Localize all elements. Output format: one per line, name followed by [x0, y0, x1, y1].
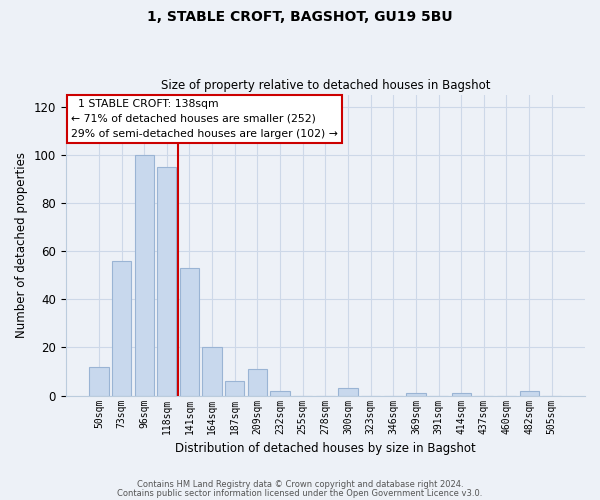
Bar — [89, 366, 109, 396]
Bar — [225, 381, 244, 396]
Text: 1 STABLE CROFT: 138sqm  
← 71% of detached houses are smaller (252)
29% of semi-: 1 STABLE CROFT: 138sqm ← 71% of detached… — [71, 99, 338, 138]
Text: Contains HM Land Registry data © Crown copyright and database right 2024.: Contains HM Land Registry data © Crown c… — [137, 480, 463, 489]
Y-axis label: Number of detached properties: Number of detached properties — [15, 152, 28, 338]
Bar — [180, 268, 199, 396]
Bar — [338, 388, 358, 396]
Bar — [452, 393, 471, 396]
Bar — [271, 391, 290, 396]
Bar — [406, 393, 425, 396]
Bar — [112, 261, 131, 396]
Bar — [202, 348, 222, 396]
Title: Size of property relative to detached houses in Bagshot: Size of property relative to detached ho… — [161, 79, 490, 92]
Bar — [248, 369, 267, 396]
Bar — [134, 155, 154, 396]
Text: Contains public sector information licensed under the Open Government Licence v3: Contains public sector information licen… — [118, 489, 482, 498]
Bar — [157, 167, 176, 396]
Text: 1, STABLE CROFT, BAGSHOT, GU19 5BU: 1, STABLE CROFT, BAGSHOT, GU19 5BU — [147, 10, 453, 24]
X-axis label: Distribution of detached houses by size in Bagshot: Distribution of detached houses by size … — [175, 442, 476, 455]
Bar — [520, 391, 539, 396]
